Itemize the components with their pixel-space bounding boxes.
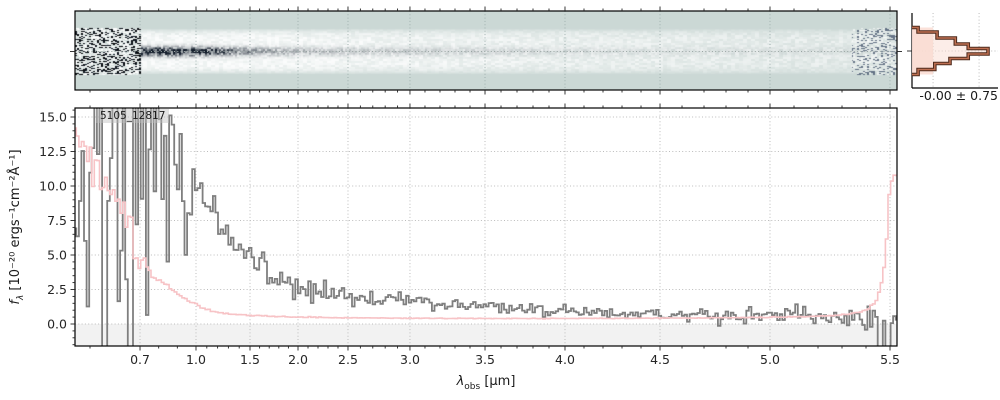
- x-tick-label: 4.0: [555, 352, 575, 367]
- panel-1d: 0.7 1.0 1.5 2.0 2.5 3.0 3.5 4.0 4.5 5.0 5.5 0.0 2.5 5…: [39, 103, 900, 367]
- panel-frame: [74, 10, 898, 91]
- profile-step-core: [912, 26, 989, 76]
- object-id-label: 5105_12817: [96, 109, 170, 123]
- spectrum-2d-image: [75, 11, 897, 90]
- y-tick-label: 5.0: [47, 247, 67, 262]
- uncertainty-line: [75, 127, 897, 320]
- panel-frame: [74, 107, 898, 347]
- x-tick-label: 5.0: [760, 352, 780, 367]
- panel-profile: [907, 13, 998, 89]
- profile-step-outline: [912, 25, 990, 77]
- x-axis-unit: [μm]: [480, 374, 516, 390]
- x-axis-symbol: λ: [456, 374, 465, 390]
- x-axis-label: λobs [μm]: [457, 374, 516, 392]
- y-tick-label: 12.5: [39, 144, 67, 159]
- y-tick-label: 2.5: [47, 282, 67, 297]
- below-zero-shading: [75, 324, 897, 346]
- y-tick-label: 7.5: [47, 213, 67, 228]
- x-tick-label: 2.5: [338, 352, 358, 367]
- x-tick-label: 4.5: [650, 352, 670, 367]
- y-tick-label: 15.0: [39, 109, 67, 124]
- profile-stats-label: -0.00 ± 0.75: [919, 88, 998, 103]
- x-tick-label: 3.0: [400, 352, 420, 367]
- y-axis-unit: [10⁻²⁰ ergs⁻¹cm⁻²Å⁻¹]: [8, 149, 24, 295]
- x-tick-label: 3.5: [475, 352, 495, 367]
- y-tick-label: 10.0: [39, 178, 67, 193]
- y-axis-symbol: f: [8, 300, 24, 305]
- x-tick-label: 0.7: [130, 352, 150, 367]
- x-tick-label: 5.5: [880, 352, 900, 367]
- x-tick-label: 2.0: [288, 352, 308, 367]
- y-axis-label: fλ [10⁻²⁰ ergs⁻¹cm⁻²Å⁻¹]: [8, 149, 26, 304]
- y-axis-sub: λ: [15, 294, 26, 301]
- x-axis-sub: obs: [464, 381, 481, 392]
- panel-2d: [70, 6, 902, 95]
- x-tick-label: 1.5: [240, 352, 260, 367]
- flux-line: [75, 108, 897, 346]
- x-tick-label: 1.0: [186, 352, 206, 367]
- y-tick-label: 0.0: [47, 316, 67, 331]
